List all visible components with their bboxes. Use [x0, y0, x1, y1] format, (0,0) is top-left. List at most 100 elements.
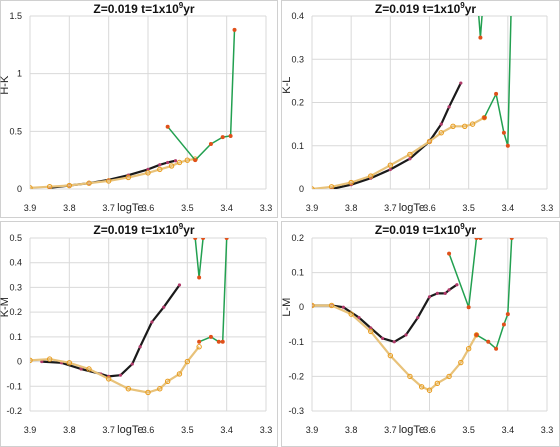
data-point: [368, 328, 374, 335]
data-point: [201, 238, 206, 240]
y-tick-label: 0.4: [291, 11, 304, 21]
data-point: [434, 380, 441, 387]
data-point: [145, 389, 151, 396]
data-point: [481, 114, 488, 121]
data-point: [408, 157, 412, 161]
data-point: [158, 163, 162, 167]
data-point: [184, 358, 191, 365]
data-point: [168, 163, 175, 169]
y-tick-label: 0.1: [9, 332, 22, 342]
x-tick-label: 3.4: [502, 425, 515, 435]
y-tick-label: -0.2: [6, 406, 22, 416]
x-tick-label: 3.7: [384, 203, 397, 213]
y-tick-label: 0.3: [291, 54, 304, 64]
chart-title-suffix: yr: [183, 2, 195, 16]
chart-title: Z=0.019 t=1x109yr: [93, 1, 195, 16]
data-point: [66, 360, 73, 366]
data-point: [220, 339, 225, 344]
data-point: [86, 180, 92, 186]
data-point: [150, 320, 154, 324]
data-point: [105, 178, 112, 184]
x-axis-title: logTe: [117, 424, 143, 436]
y-tick-label: 0.5: [9, 126, 22, 136]
data-point: [224, 238, 229, 240]
data-point: [473, 332, 480, 338]
data-point: [40, 359, 44, 364]
data-point: [328, 302, 335, 309]
data-point: [176, 371, 183, 377]
data-point: [216, 339, 221, 344]
data-point: [447, 288, 451, 292]
chart-title-sup: 9: [179, 1, 184, 10]
y-tick-label: -0.1: [288, 337, 304, 347]
data-point: [459, 81, 463, 85]
data-point: [426, 138, 433, 145]
data-point: [220, 135, 225, 140]
data-point: [501, 322, 506, 327]
x-tick-label: 3.5: [462, 425, 475, 435]
data-point: [193, 238, 198, 240]
data-point: [380, 336, 385, 340]
data-point: [482, 115, 487, 120]
chart-title-main: Z=0.019 t=1x10: [375, 223, 461, 237]
x-tick-label: 3.8: [345, 425, 358, 435]
data-point: [387, 352, 394, 359]
x-tick-label: 3.9: [24, 425, 37, 435]
data-point: [469, 121, 476, 127]
x-tick-label: 3.8: [345, 203, 358, 213]
y-tick-label: -0.2: [288, 371, 304, 381]
y-tick-label: 0: [299, 302, 304, 312]
x-tick-label: 3.5: [181, 425, 194, 435]
y-tick-label: 0.5: [9, 233, 22, 243]
x-axis-title: logTe: [117, 202, 143, 214]
data-point: [66, 182, 73, 189]
chart-panel-1: 3.9 3.8 3.7 3.6 3.5 3.4 3.3 0 0.5 1 1.5 Z=0.019 t=1…: [0, 0, 278, 218]
x-tick-label: 3.7: [102, 425, 115, 435]
x-tick-label: 3.7: [102, 203, 115, 213]
panel-frame: [0, 0, 278, 218]
data-point: [197, 275, 202, 280]
data-point: [105, 376, 112, 382]
data-point: [130, 362, 134, 366]
data-point: [407, 151, 413, 158]
y-tick-label: -0.3: [288, 406, 304, 416]
data-point: [447, 105, 451, 109]
chart-title: Z=0.019 t=1x109yr: [93, 222, 195, 237]
plot-area: [312, 238, 514, 393]
data-point: [509, 238, 514, 240]
data-point: [427, 295, 432, 299]
x-tick-label: 3.8: [63, 425, 76, 435]
x-tick-label: 3.4: [220, 203, 233, 213]
y-tick-label: 0: [299, 184, 304, 194]
y-tick-label: 1: [17, 69, 22, 79]
data-point: [357, 315, 361, 320]
data-point: [162, 305, 166, 309]
x-tick-label: 3.8: [63, 203, 76, 213]
x-axis-title: logTe: [399, 424, 425, 436]
data-point: [474, 332, 479, 337]
data-point: [435, 291, 439, 295]
chart-title-suffix: yr: [465, 2, 477, 16]
x-tick-label: 3.6: [423, 203, 436, 213]
data-point: [208, 142, 213, 147]
y-tick-label: 0.2: [9, 307, 22, 317]
chart-title-main: Z=0.019 t=1x10: [375, 2, 461, 16]
series-line-yellow: [312, 304, 478, 392]
data-point: [450, 123, 456, 129]
data-point: [176, 159, 183, 166]
y-axis-title: K-L: [281, 77, 293, 94]
data-point: [446, 373, 452, 380]
data-point: [505, 312, 510, 317]
x-tick-label: 3.3: [541, 425, 554, 435]
chart-panel-2: 3.9 3.8 3.7 3.6 3.5 3.4 3.3 0 0.1 0.2 0.3 0.4 Z=0.01…: [281, 0, 560, 218]
data-point: [478, 238, 483, 240]
x-tick-label: 3.6: [142, 425, 155, 435]
y-tick-label: 0.1: [291, 141, 304, 151]
data-point: [404, 333, 408, 337]
data-point: [341, 305, 345, 309]
data-point: [232, 27, 237, 32]
chart-title-main: Z=0.019 t=1x10: [93, 2, 179, 16]
data-point: [146, 167, 150, 171]
data-point: [462, 123, 468, 129]
data-point: [30, 185, 33, 189]
